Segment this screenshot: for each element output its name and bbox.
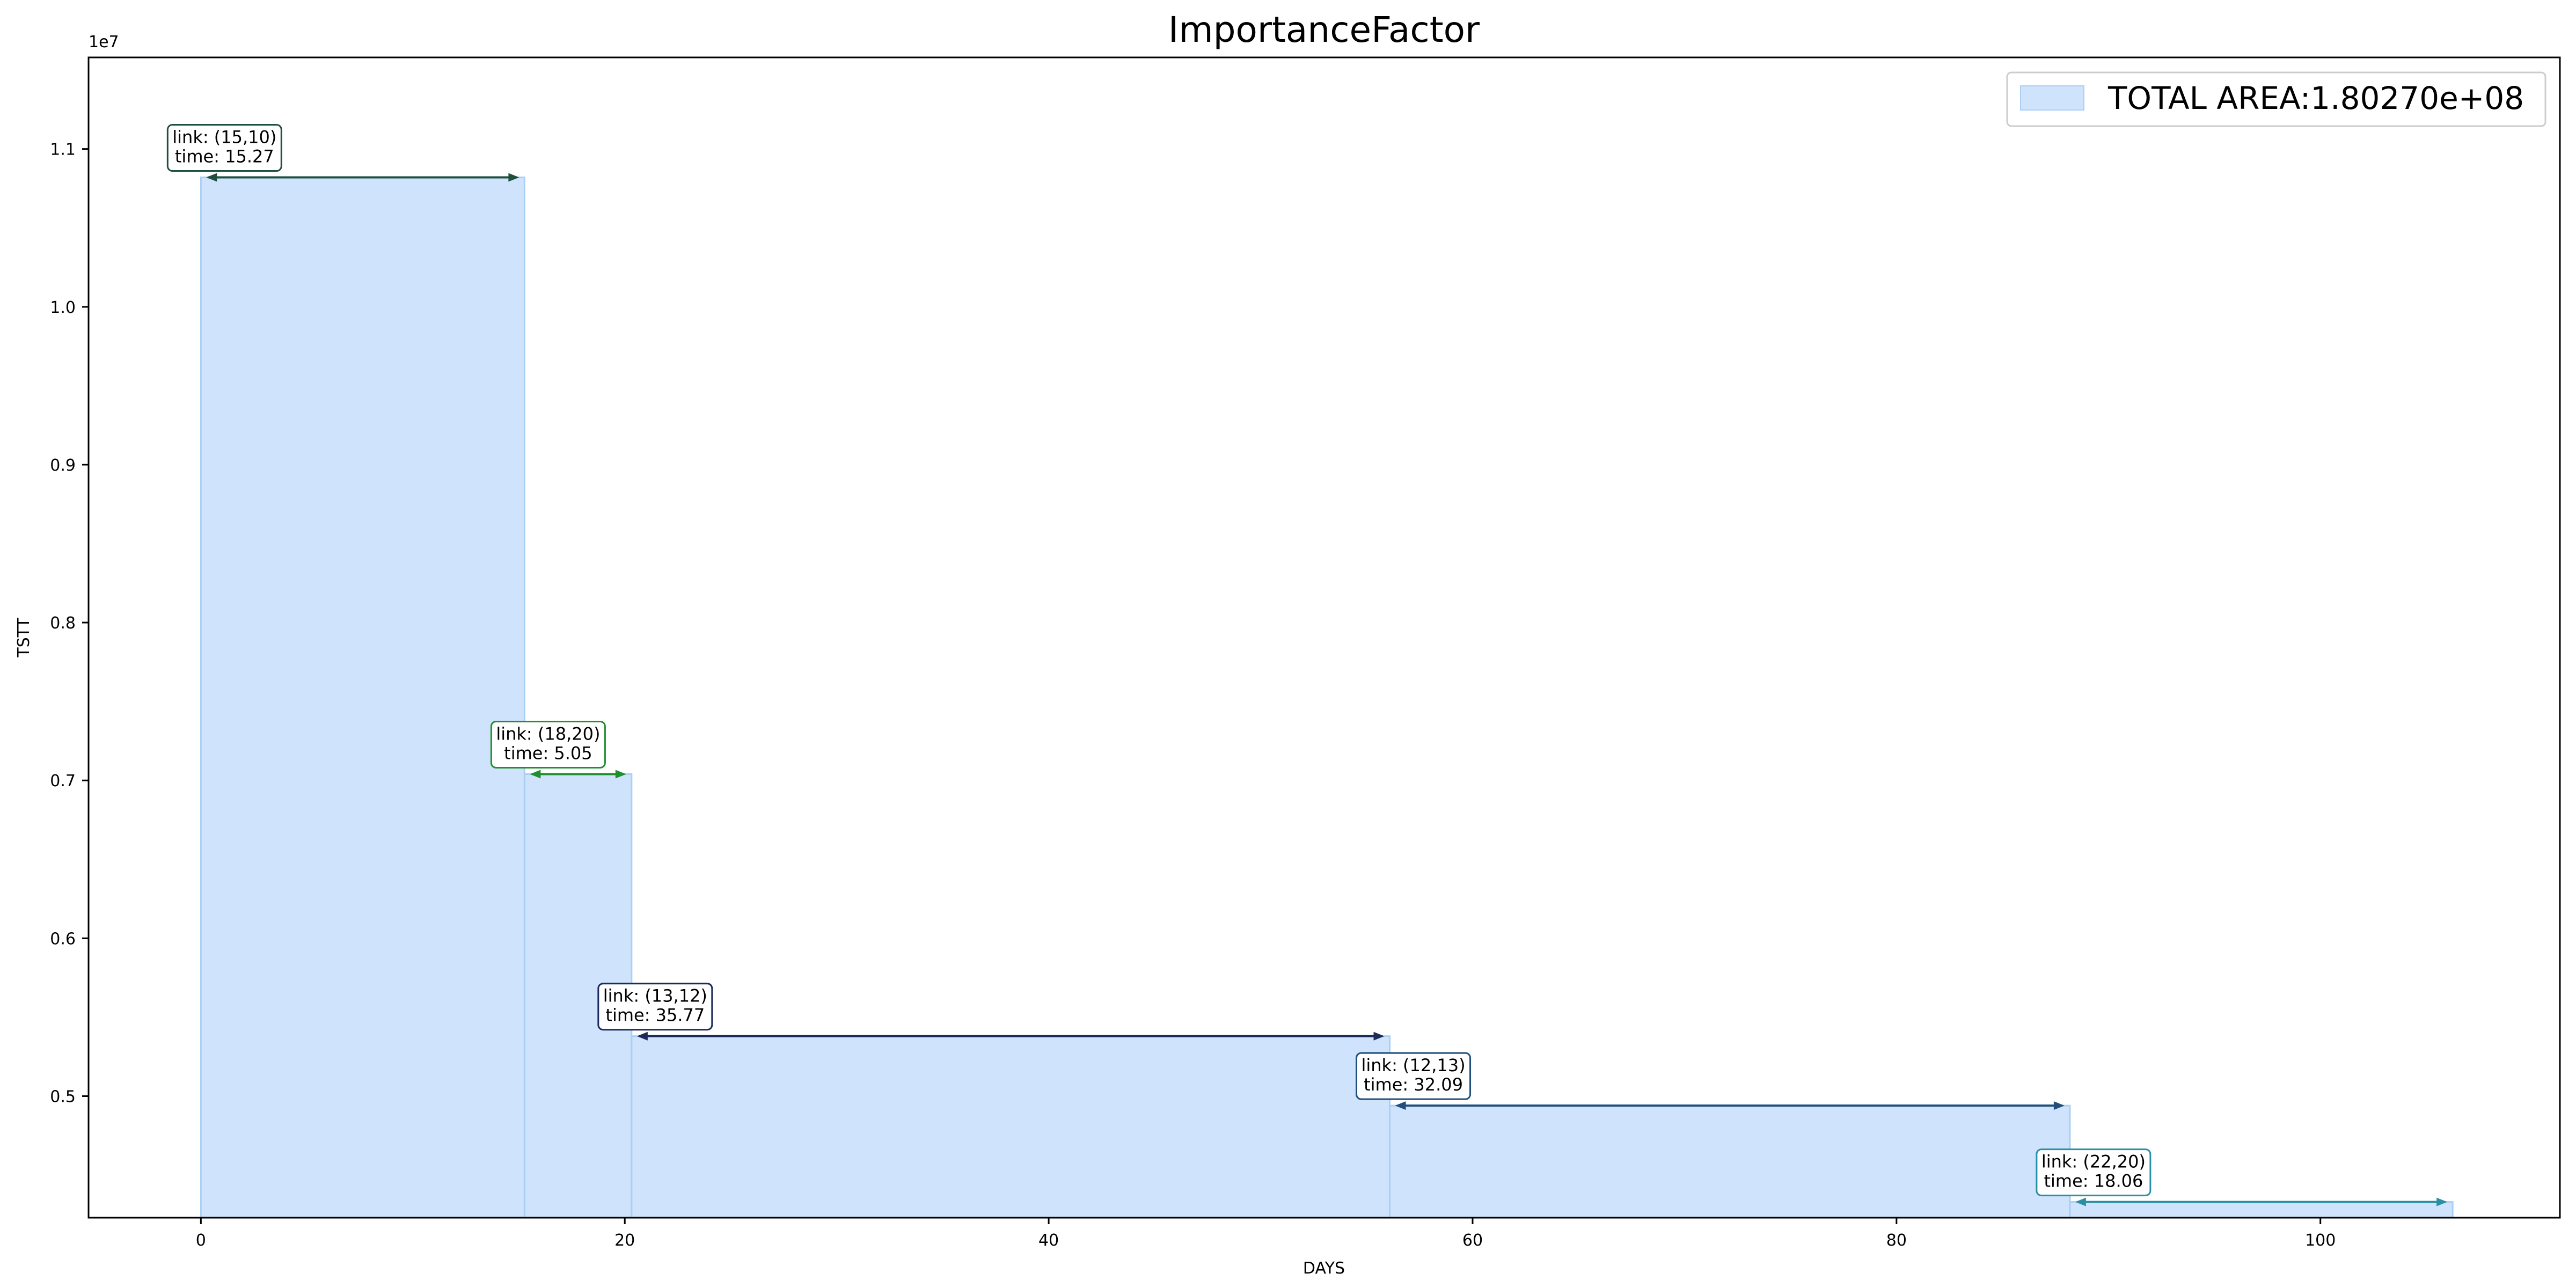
annotation-time: time: 35.77 — [605, 1005, 705, 1026]
arrow-head-right — [615, 770, 626, 779]
annotation-0: link: (15,10)time: 15.27 — [166, 124, 519, 182]
annotation-time: time: 5.05 — [504, 743, 592, 763]
legend-box — [2006, 71, 2546, 127]
annotation-time: time: 18.06 — [2044, 1171, 2143, 1191]
legend: TOTAL AREA:1.80270e+08 — [2006, 71, 2546, 127]
x-tick-label: 80 — [1886, 1231, 1907, 1250]
annotation-2: link: (13,12)time: 35.77 — [597, 983, 1385, 1041]
y-axis: 0.5 0.6 0.7 0.8 0.9 1.0 1.1 — [50, 141, 89, 1107]
y-tick-label: 0.6 — [50, 930, 76, 948]
y-axis-label: TSTT — [14, 618, 33, 658]
y-tick-label: 0.5 — [50, 1088, 76, 1107]
annotation-time: time: 15.27 — [175, 147, 274, 167]
arrow-head-left — [206, 173, 217, 182]
annotation-link: link: (18,20) — [496, 723, 600, 744]
area-fill — [201, 177, 2453, 1218]
annotation-link: link: (15,10) — [172, 127, 276, 148]
area-layer — [200, 177, 2454, 1218]
annotation-box — [166, 124, 282, 172]
annotation-box — [2036, 1148, 2151, 1197]
annotation-link: link: (13,12) — [603, 986, 707, 1006]
chart-title: ImportanceFactor — [1168, 9, 1480, 50]
y-offset-label: 1e7 — [89, 33, 119, 52]
legend-label: TOTAL AREA:1.80270e+08 — [2107, 80, 2524, 116]
annotation-link: link: (22,20) — [2041, 1152, 2146, 1172]
arrow-head-right — [2053, 1101, 2065, 1110]
annotation-link: link: (12,13) — [1361, 1055, 1465, 1075]
x-tick-label: 0 — [196, 1231, 206, 1250]
x-axis: 0 20 40 60 80 100 — [196, 1218, 2336, 1250]
arrow-head-right — [508, 173, 519, 182]
y-tick-label: 0.9 — [50, 456, 76, 475]
arrow-head-left — [636, 1031, 648, 1041]
plot-frame — [87, 56, 2561, 1219]
y-tick-label: 1.1 — [50, 141, 76, 159]
arrow-head-left — [1395, 1101, 1406, 1110]
annotation-1: link: (18,20)time: 5.05 — [490, 720, 626, 779]
annotation-4: link: (22,20)time: 18.06 — [2036, 1148, 2448, 1206]
annotation-time: time: 32.09 — [1364, 1074, 1463, 1095]
arrow-head-left — [2075, 1197, 2086, 1206]
y-tick-label: 1.0 — [50, 298, 76, 317]
arrow-head-left — [530, 770, 541, 779]
arrow-head-right — [2436, 1197, 2448, 1206]
x-tick-label: 100 — [2305, 1231, 2336, 1250]
annotation-box — [597, 983, 713, 1031]
y-tick-label: 0.7 — [50, 772, 76, 791]
annotation-3: link: (12,13)time: 32.09 — [1356, 1052, 2065, 1110]
x-tick-label: 60 — [1462, 1231, 1483, 1250]
x-tick-label: 40 — [1038, 1231, 1059, 1250]
legend-swatch — [2020, 85, 2084, 111]
y-tick-label: 0.8 — [50, 614, 76, 633]
x-axis-label: DAYS — [1303, 1259, 1345, 1278]
arrow-head-right — [1373, 1031, 1385, 1041]
annotation-box — [490, 720, 606, 769]
x-tick-label: 20 — [614, 1231, 635, 1250]
annotation-box — [1356, 1052, 1472, 1100]
